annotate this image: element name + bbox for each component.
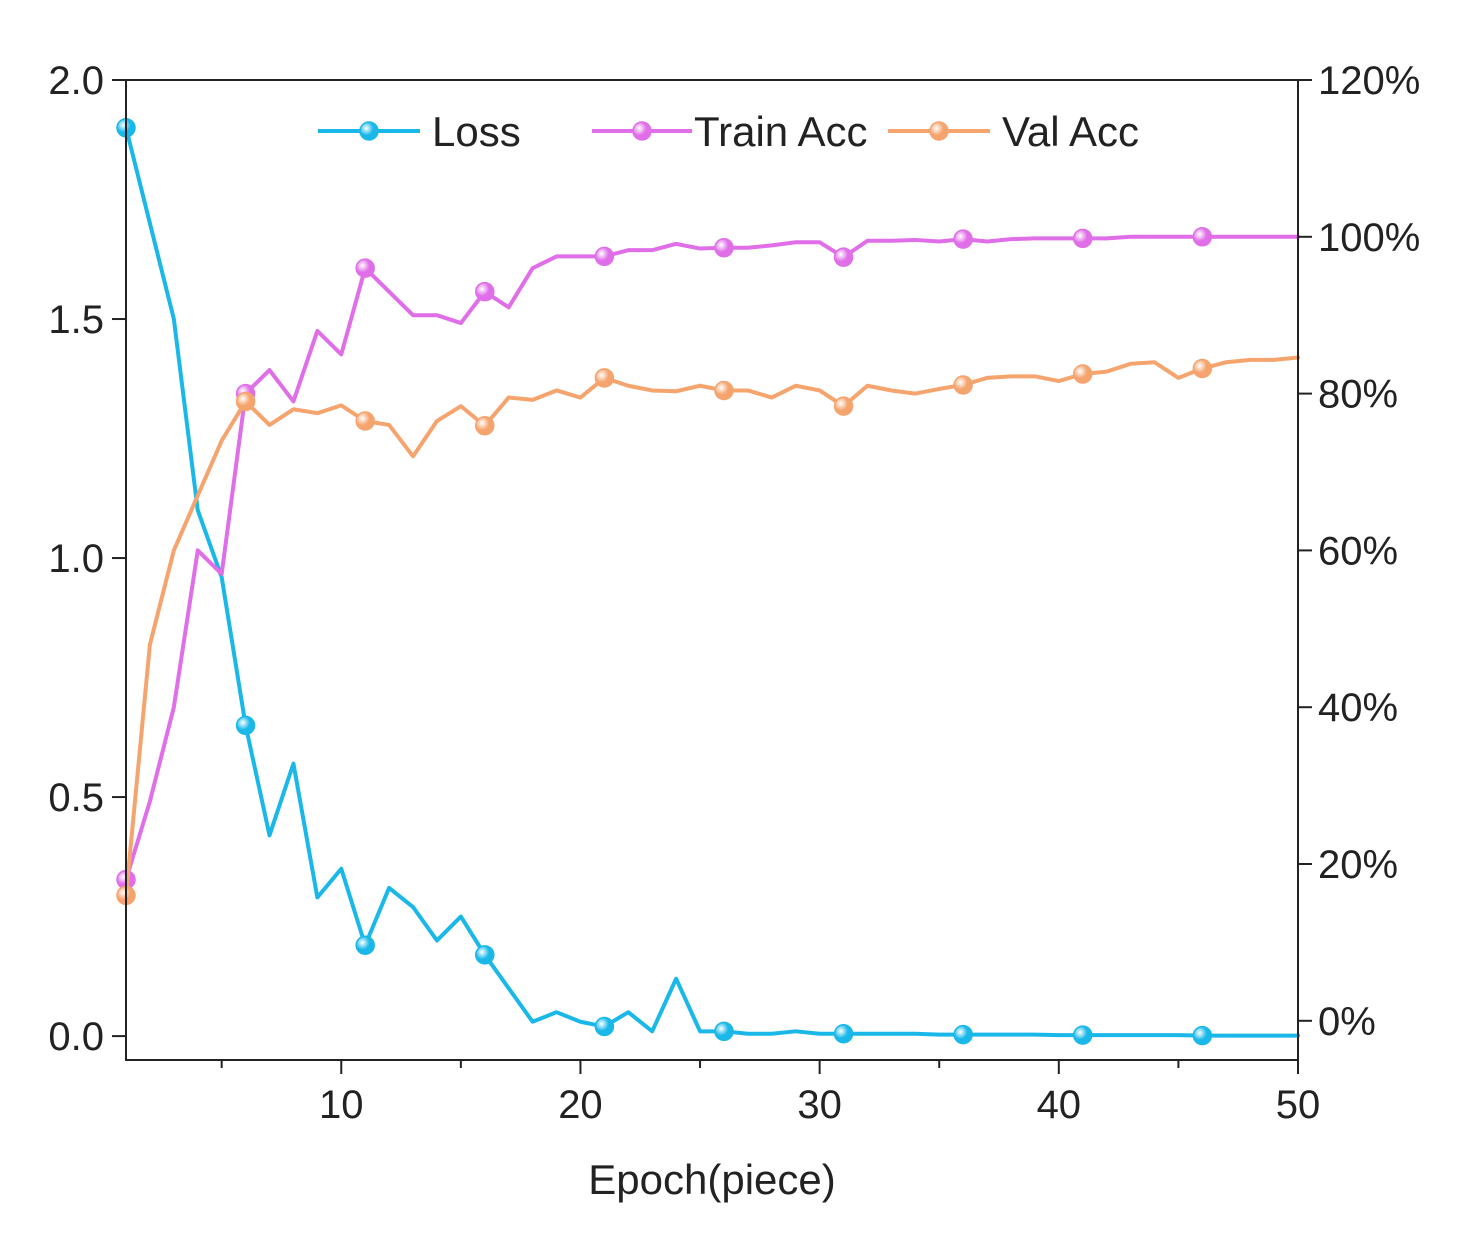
- data-point-val-acc: [1072, 364, 1093, 384]
- series-line-train-acc: [124, 234, 1300, 882]
- legend-swatch-marker: [359, 121, 379, 141]
- legend-swatch-marker: [929, 121, 949, 141]
- legend-label: Val Acc: [1002, 108, 1139, 155]
- data-point-loss: [714, 1021, 734, 1042]
- data-point-train-acc: [1192, 227, 1213, 247]
- y-right-tick-label: 0%: [1318, 1000, 1376, 1044]
- data-point-loss: [355, 935, 375, 956]
- data-point-loss: [953, 1024, 973, 1045]
- series-line-loss: [124, 125, 1300, 1038]
- data-point-loss: [1192, 1025, 1213, 1046]
- y-right-tick-label: 120%: [1318, 59, 1420, 103]
- x-tick-label: 30: [797, 1083, 842, 1127]
- y-right-tick-label: 100%: [1318, 216, 1420, 260]
- y-left-tick-label: 0.5: [48, 776, 104, 820]
- data-point-train-acc: [833, 247, 854, 267]
- legend-label: Train Acc: [694, 108, 868, 155]
- y-left-tick-label: 2.0: [48, 59, 104, 103]
- data-point-loss: [833, 1023, 854, 1044]
- x-tick-label: 40: [1037, 1083, 1082, 1127]
- data-point-val-acc: [355, 411, 375, 431]
- series-line-val-acc: [124, 355, 1300, 898]
- x-axis-title: Epoch(piece): [588, 1156, 835, 1203]
- data-point-train-acc: [953, 229, 973, 249]
- plot-frame: [125, 79, 1299, 1061]
- legend-label: Loss: [432, 108, 521, 155]
- y-right-tick-label: 60%: [1318, 529, 1398, 573]
- data-point-train-acc: [1072, 228, 1093, 249]
- series-val-acc: [116, 355, 1300, 906]
- data-point-train-acc: [475, 281, 495, 302]
- y-right-tick-label: 40%: [1318, 686, 1398, 730]
- series-train-acc: [116, 227, 1300, 890]
- y-left-tick-label: 1.5: [48, 298, 104, 342]
- data-point-val-acc: [475, 415, 495, 436]
- data-point-val-acc: [714, 380, 734, 401]
- data-point-loss: [475, 945, 495, 965]
- legend-item-train-acc: Train Acc: [592, 108, 868, 155]
- data-point-val-acc: [953, 375, 973, 395]
- data-point-loss: [235, 715, 256, 736]
- data-point-val-acc: [235, 391, 256, 412]
- legend-item-loss: Loss: [318, 108, 521, 155]
- legend-swatch-marker: [632, 121, 652, 141]
- data-point-loss: [594, 1016, 615, 1037]
- x-tick-label: 10: [319, 1083, 364, 1127]
- y-right-tick-label: 20%: [1318, 843, 1398, 887]
- data-point-val-acc: [594, 368, 615, 388]
- x-tick-label: 50: [1276, 1083, 1321, 1127]
- data-point-loss: [1072, 1025, 1093, 1045]
- x-tick-label: 20: [558, 1083, 603, 1127]
- series-loss: [116, 118, 1300, 1046]
- y-left-tick-label: 1.0: [48, 537, 104, 581]
- data-point-train-acc: [594, 246, 615, 267]
- legend-item-val-acc: Val Acc: [888, 108, 1139, 155]
- data-point-val-acc: [833, 396, 854, 416]
- data-point-train-acc: [355, 258, 375, 278]
- data-point-val-acc: [1192, 358, 1213, 379]
- y-right-tick-label: 80%: [1318, 373, 1398, 417]
- data-point-train-acc: [714, 238, 734, 258]
- y-left-tick-label: 0.0: [48, 1015, 104, 1059]
